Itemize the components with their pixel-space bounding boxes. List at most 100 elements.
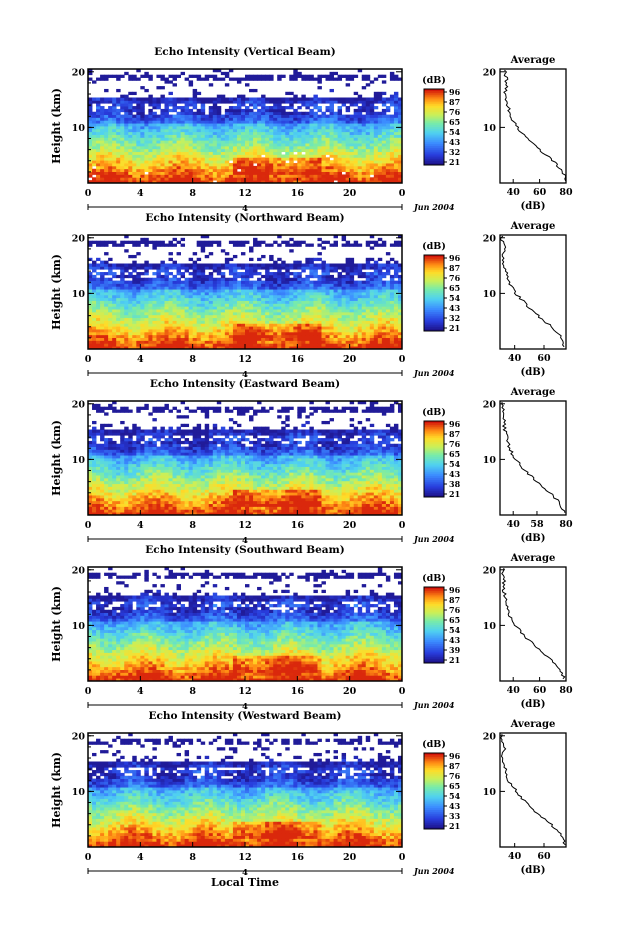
heatmap-cell [192, 128, 198, 133]
heatmap-cell [373, 168, 379, 172]
heatmap-cell [381, 286, 387, 290]
heatmap-cell [385, 117, 391, 121]
heatmap-cell [104, 177, 109, 181]
heatmap-cell [265, 337, 270, 341]
heatmap-cell [365, 131, 371, 135]
heatmap-cell [393, 314, 399, 319]
heatmap-cell [273, 263, 278, 267]
heatmap-cell [305, 163, 310, 167]
heatmap-cell [160, 137, 165, 141]
heatmap-cell [277, 134, 282, 138]
heatmap-cell [317, 154, 322, 158]
heatmap-cell [313, 257, 318, 262]
heatmap-cell [116, 160, 121, 164]
heatmap-cell [377, 272, 383, 276]
heatmap-cell [369, 257, 375, 262]
heatmap-cell [116, 143, 121, 147]
heatmap-cell [104, 168, 109, 172]
heatmap-cell [257, 134, 262, 138]
heatmap-cell [393, 103, 399, 107]
heatmap-cell [329, 103, 334, 107]
heatmap-cell [136, 252, 141, 256]
heatmap-cell [373, 240, 379, 244]
heatmap-cell [172, 277, 177, 281]
heatmap-cell [349, 289, 355, 293]
heatmap-cell [216, 266, 222, 270]
heatmap-cell [333, 143, 338, 147]
heatmap-cell [124, 289, 129, 293]
heatmap-cell [317, 86, 322, 90]
heatmap-cell [184, 117, 190, 121]
heatmap-cell [152, 111, 157, 115]
heatmap-cell [309, 74, 314, 78]
heatmap-cell [253, 165, 258, 170]
heatmap-cell [341, 237, 347, 242]
heatmap-cell [140, 108, 145, 113]
heatmap-cell [257, 111, 262, 115]
heatmap-cell [277, 323, 282, 327]
heatmap-cell [208, 277, 214, 281]
heatmap-cell [212, 289, 218, 293]
heatmap-cell [273, 240, 278, 244]
heatmap-cell [313, 174, 318, 178]
heatmap-cell [265, 160, 270, 164]
heatmap-cell [393, 303, 399, 307]
heatmap-cell [172, 77, 177, 81]
heatmap-cell [228, 100, 234, 104]
heatmap-cell [236, 131, 242, 135]
heatmap-cell [349, 123, 355, 127]
heatmap-cell [369, 140, 375, 144]
heatmap-cell [353, 240, 359, 244]
colorbar-segment [424, 89, 444, 92]
heatmap-cell [180, 289, 186, 293]
heatmap-cell [112, 334, 117, 338]
heatmap-cell [245, 128, 250, 133]
heatmap-cell [293, 331, 298, 336]
heatmap-cell [124, 317, 129, 321]
heatmap-cell [377, 174, 383, 178]
heatmap-cell [273, 114, 278, 118]
heatmap-cell [273, 280, 278, 284]
heatmap-cell [132, 180, 137, 184]
heatmap-cell [96, 340, 101, 344]
heatmap-cell [285, 286, 290, 290]
heatmap-cell [313, 292, 318, 296]
heatmap-cell [273, 266, 278, 270]
heatmap-cell [365, 174, 371, 178]
heatmap-cell [216, 331, 222, 336]
heatmap-cell [204, 157, 210, 161]
heatmap-cell [192, 123, 198, 127]
heatmap-cell [257, 171, 262, 175]
heatmap-cell [212, 314, 218, 319]
heatmap-cell [184, 300, 190, 304]
heatmap-cell [180, 145, 186, 150]
heatmap-cell [144, 163, 149, 167]
heatmap-cell [369, 306, 375, 310]
heatmap-cell [333, 235, 338, 239]
heatmap-cell [393, 340, 399, 344]
heatmap-cell [88, 283, 93, 287]
heatmap-cell [345, 143, 351, 147]
heatmap-cell [116, 74, 121, 78]
heatmap-cell [188, 323, 194, 327]
heatmap-cell [204, 346, 210, 350]
heatmap-cell [257, 286, 262, 290]
heatmap-cell [249, 320, 254, 324]
heatmap-cell [361, 263, 367, 267]
heatmap-cell [128, 306, 133, 310]
heatmap-cell [112, 331, 117, 336]
heatmap-cell [277, 128, 282, 133]
heatmap-cell [245, 311, 250, 316]
heatmap-cell [156, 168, 161, 172]
heatmap-cell [253, 131, 258, 135]
heatmap-cell [88, 334, 93, 338]
heatmap-cell [144, 157, 149, 161]
heatmap-cell [148, 126, 153, 130]
heatmap-cell [116, 243, 121, 247]
heatmap-cell [120, 148, 125, 153]
heatmap-cell [365, 257, 371, 262]
heatmap-cell [204, 323, 210, 327]
heatmap-cell [265, 128, 270, 133]
heatmap-cell [228, 117, 234, 121]
heatmap-cell [96, 283, 101, 287]
